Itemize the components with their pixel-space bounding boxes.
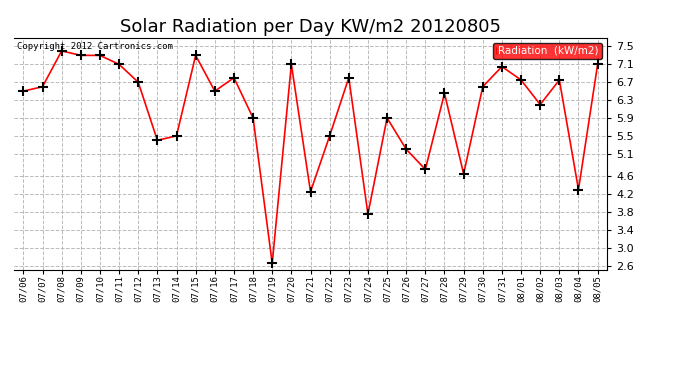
Text: Copyright 2012 Cartronics.com: Copyright 2012 Cartronics.com (17, 42, 172, 51)
Title: Solar Radiation per Day KW/m2 20120805: Solar Radiation per Day KW/m2 20120805 (120, 18, 501, 36)
Legend: Radiation  (kW/m2): Radiation (kW/m2) (493, 43, 602, 59)
